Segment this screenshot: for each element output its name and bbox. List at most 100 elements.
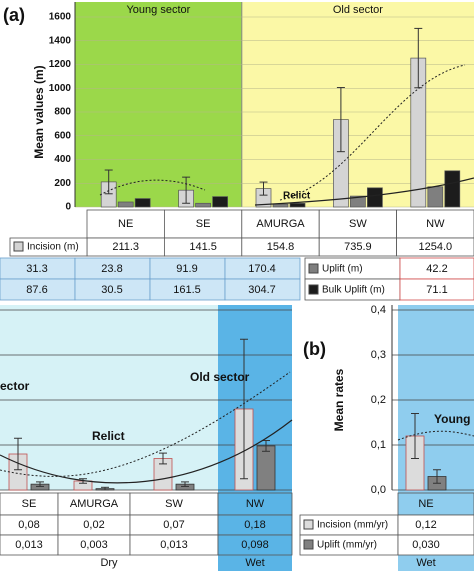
table-cell xyxy=(163,209,243,239)
y-axis-label: Mean rates xyxy=(332,368,346,431)
legend-label: Bulk Uplift (m) xyxy=(322,285,385,296)
error-bar xyxy=(101,486,109,491)
bar xyxy=(195,202,211,208)
error-bar xyxy=(181,481,189,487)
y-tick-label: 0,0 xyxy=(371,484,386,496)
legend-label: Incision (mm/yr) xyxy=(317,520,388,531)
category-label: SE xyxy=(196,218,211,230)
table-value: 0,013 xyxy=(160,539,188,551)
y-tick-label: 200 xyxy=(54,178,71,189)
y-tick-label: 0,4 xyxy=(371,304,386,316)
annotation: Old sector xyxy=(190,370,250,384)
legend-label: Uplift (m) xyxy=(322,264,363,275)
error-bar xyxy=(259,181,268,196)
error-bar xyxy=(104,169,113,195)
category-label: NW xyxy=(426,218,445,230)
error-bar xyxy=(411,413,419,459)
y-tick-label: 0 xyxy=(65,202,71,213)
table-cell xyxy=(318,209,398,239)
table-value: 0,18 xyxy=(244,519,265,531)
legend-label: Uplift (mm/yr) xyxy=(317,540,377,551)
legend-swatch xyxy=(13,241,24,252)
legend-swatch xyxy=(308,263,319,274)
error-bar xyxy=(159,452,167,465)
table-value: 0,003 xyxy=(80,539,108,551)
sector-label: Old sector xyxy=(333,4,383,16)
table-value: 170.4 xyxy=(248,263,276,275)
trend-line xyxy=(254,177,474,206)
y-tick-label: 0,3 xyxy=(371,349,386,361)
table-cell xyxy=(397,492,474,516)
y-tick-label: 400 xyxy=(54,154,71,165)
table-cell xyxy=(217,534,293,556)
category-label: SW xyxy=(349,218,367,230)
bar xyxy=(272,203,289,208)
error-bar xyxy=(433,469,441,484)
y-axis-label: Mean values (m) xyxy=(32,65,46,158)
sector-label: Young sector xyxy=(126,4,190,16)
table-value: 91.9 xyxy=(176,263,197,275)
table-value: 0,08 xyxy=(18,519,39,531)
bar xyxy=(444,170,461,208)
error-bar xyxy=(414,27,423,89)
table-value: 304.7 xyxy=(248,284,276,296)
condition-label: Dry xyxy=(100,557,118,569)
table-cell xyxy=(397,534,474,556)
table-cell xyxy=(396,237,474,257)
trend-line xyxy=(0,419,293,484)
table-value: 1254.0 xyxy=(418,241,452,253)
table-value: 161.5 xyxy=(173,284,201,296)
category-label: AMURGA xyxy=(70,498,119,510)
dry-bg xyxy=(0,305,218,490)
y-tick-label: 0,2 xyxy=(371,394,386,406)
category-label: SE xyxy=(22,498,37,510)
table-cell xyxy=(399,278,474,301)
annotation: Relict xyxy=(283,191,311,202)
table-value: 0,030 xyxy=(412,539,440,551)
table-value: 87.6 xyxy=(26,284,47,296)
table-cell xyxy=(86,209,165,239)
table-cell xyxy=(241,209,320,239)
error-bar xyxy=(14,437,22,471)
bar xyxy=(212,196,228,208)
table-value: 0,098 xyxy=(241,539,269,551)
table-value: 211.3 xyxy=(112,241,139,253)
table-value: 30.5 xyxy=(101,284,122,296)
table-value: 154.8 xyxy=(267,241,295,253)
trend-line xyxy=(0,371,291,477)
category-label: NE xyxy=(418,498,433,510)
bar xyxy=(134,198,151,208)
y-tick-label: 1600 xyxy=(49,12,72,23)
y-tick-label: 600 xyxy=(54,130,71,141)
table-cell xyxy=(224,278,301,301)
y-tick-label: 0,1 xyxy=(371,439,386,451)
table-value: 0,013 xyxy=(15,539,43,551)
trend-line xyxy=(397,430,474,441)
legend-label: Incision (m) xyxy=(27,242,79,253)
bar xyxy=(117,201,134,208)
error-bar xyxy=(240,338,248,480)
bar xyxy=(350,195,366,208)
error-bar xyxy=(182,176,191,204)
bar xyxy=(289,203,306,208)
category-label: NE xyxy=(118,218,133,230)
table-value: 23.8 xyxy=(101,263,122,275)
table-cell xyxy=(396,209,474,239)
error-bar xyxy=(36,481,44,487)
old-sector-bg xyxy=(241,2,474,207)
table-cell xyxy=(9,237,88,257)
y-tick-label: 800 xyxy=(54,107,71,118)
table-value: 735.9 xyxy=(344,241,372,253)
panel-label: (a) xyxy=(3,5,25,25)
table-value: 0,02 xyxy=(83,519,104,531)
bar xyxy=(367,187,383,208)
table-value: 42.2 xyxy=(426,263,447,275)
condition-label: Wet xyxy=(245,557,264,569)
legend-swatch xyxy=(303,519,314,530)
category-label: AMURGA xyxy=(256,218,305,230)
young-sector-bg xyxy=(75,2,242,207)
table-value: 0,07 xyxy=(163,519,184,531)
table-value: 141.5 xyxy=(189,241,217,253)
table-value: 31.3 xyxy=(26,263,47,275)
